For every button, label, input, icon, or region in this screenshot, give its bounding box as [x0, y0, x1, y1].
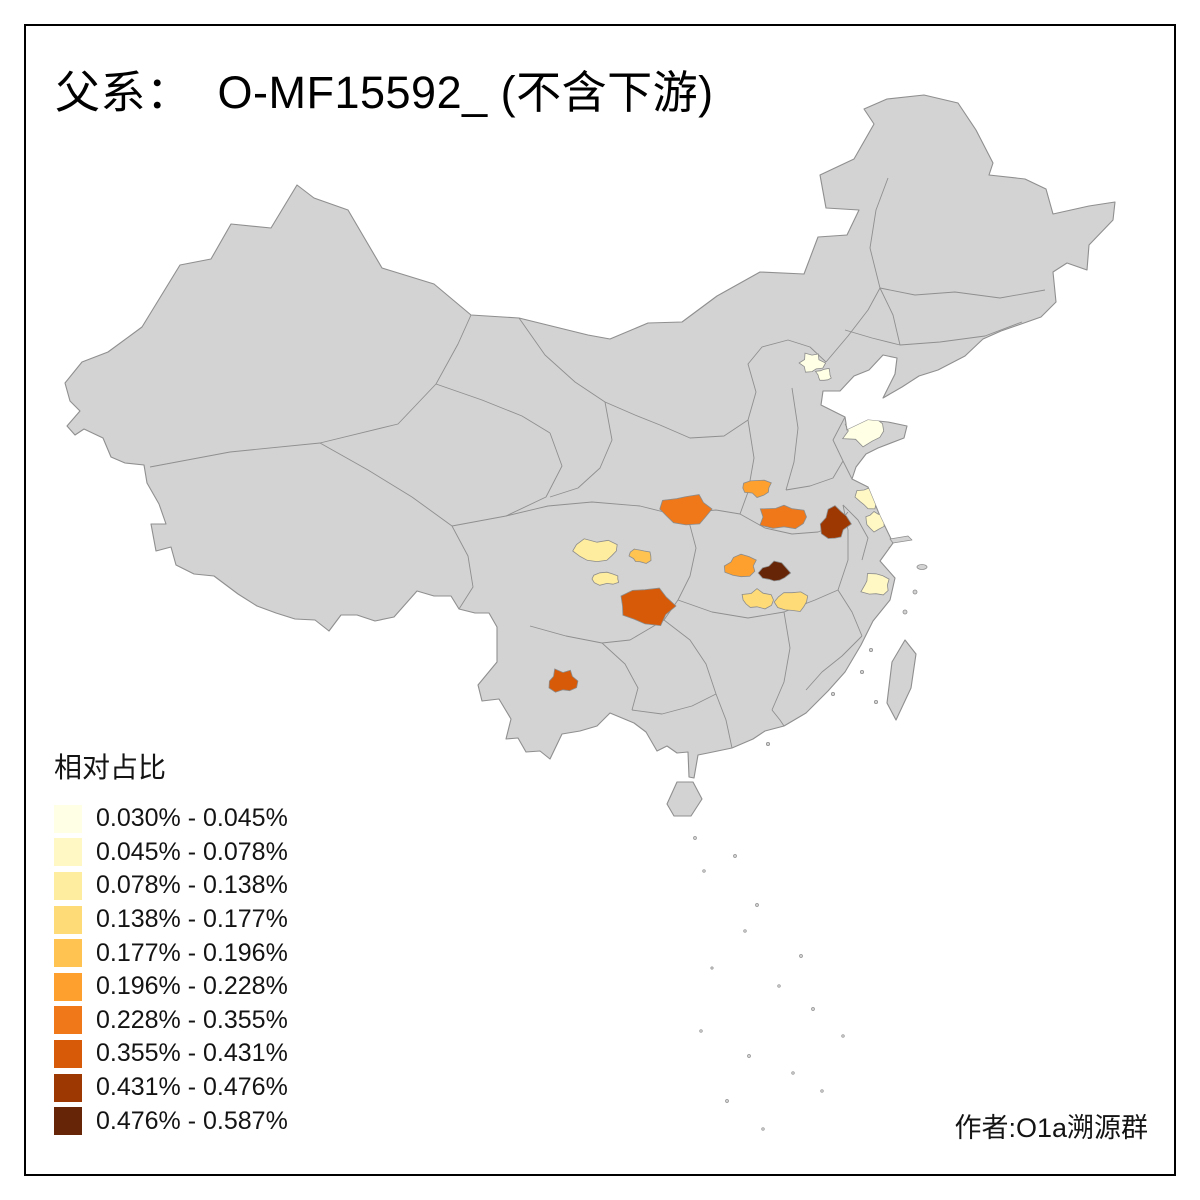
- legend-label: 0.078% - 0.138%: [96, 871, 288, 900]
- province-border: [663, 619, 717, 695]
- highlighted-region: [757, 560, 792, 582]
- province-border: [842, 504, 869, 561]
- highlighted-region: [888, 544, 904, 558]
- highlighted-region: [865, 510, 886, 533]
- highlighted-region: [759, 504, 807, 530]
- highlighted-region: [741, 588, 774, 610]
- legend-swatch: [54, 871, 82, 900]
- legend-swatch: [54, 804, 82, 833]
- highlighted-region: [798, 352, 827, 373]
- legend-swatch: [54, 905, 82, 934]
- legend-swatch: [54, 972, 82, 1001]
- legend-label: 0.476% - 0.587%: [96, 1106, 288, 1135]
- legend-entry: 0.228% - 0.355%: [54, 1004, 288, 1038]
- legend-swatch: [54, 1006, 82, 1035]
- mainland-outline: [64, 94, 1116, 779]
- legend-entry: 0.177% - 0.196%: [54, 936, 288, 970]
- legend-title: 相对占比: [54, 752, 167, 783]
- legend-rows: 0.030% - 0.045% 0.045% - 0.078% 0.078% - 0…: [54, 802, 288, 1138]
- province-border: [518, 317, 661, 426]
- province-border: [659, 339, 827, 439]
- figure-title: 父系： O-MF15592_ (不含下游): [55, 67, 714, 118]
- province-border: [631, 693, 717, 715]
- map-base: [64, 94, 1116, 1131]
- legend-label: 0.228% - 0.355%: [96, 1005, 288, 1034]
- province-border: [601, 642, 639, 711]
- legend-swatch: [54, 1039, 82, 1068]
- legend-label: 0.045% - 0.078%: [96, 837, 288, 866]
- highlighted-region: [572, 538, 618, 563]
- legend: 相对占比 0.030% - 0.045% 0.045% - 0.078% 0.078…: [54, 746, 288, 1138]
- highlighted-region: [548, 668, 579, 693]
- province-border: [869, 177, 889, 289]
- province-border: [832, 416, 853, 480]
- highlighted-regions: [548, 352, 904, 693]
- hainan-island: [666, 781, 703, 817]
- province-border: [771, 611, 791, 711]
- highlighted-region: [814, 367, 832, 381]
- province-border: [549, 401, 613, 498]
- taiwan-island: [886, 639, 917, 721]
- highlighted-region: [773, 591, 809, 612]
- province-border: [771, 709, 785, 727]
- province-border: [715, 693, 733, 749]
- province-borders: [149, 177, 1046, 749]
- province-border: [899, 321, 1023, 346]
- legend-entry: 0.138% - 0.177%: [54, 903, 288, 937]
- province-border: [739, 419, 755, 515]
- province-border: [805, 635, 863, 691]
- province-border: [505, 501, 689, 519]
- legend-entry: 0.431% - 0.476%: [54, 1071, 288, 1105]
- legend-entry: 0.045% - 0.078%: [54, 836, 288, 870]
- highlighted-region: [819, 505, 852, 539]
- south-china-sea-islets: [693, 836, 845, 1131]
- legend-entry: 0.476% - 0.587%: [54, 1104, 288, 1138]
- legend-entry: 0.030% - 0.045%: [54, 802, 288, 836]
- province-border: [435, 383, 551, 434]
- legend-label: 0.431% - 0.476%: [96, 1073, 288, 1102]
- highlighted-region: [620, 587, 677, 627]
- legend-label: 0.138% - 0.177%: [96, 905, 288, 934]
- province-border: [825, 287, 881, 363]
- legend-label: 0.030% - 0.045%: [96, 804, 288, 833]
- highlighted-region: [723, 553, 757, 578]
- legend-swatch: [54, 939, 82, 968]
- legend-entry: 0.196% - 0.228%: [54, 970, 288, 1004]
- legend-label: 0.196% - 0.228%: [96, 972, 288, 1001]
- attribution: 作者:O1a溯源群: [954, 1113, 1148, 1143]
- province-border: [149, 314, 472, 468]
- province-border: [879, 287, 901, 346]
- highlighted-region: [628, 548, 652, 564]
- coastal-islets: [766, 535, 928, 747]
- legend-entry: 0.355% - 0.431%: [54, 1037, 288, 1071]
- legend-label: 0.177% - 0.196%: [96, 938, 288, 967]
- province-border: [451, 525, 474, 610]
- legend-entry: 0.078% - 0.138%: [54, 869, 288, 903]
- province-border: [785, 460, 844, 491]
- highlighted-region: [860, 573, 890, 596]
- province-border: [451, 432, 563, 527]
- highlighted-region: [659, 494, 713, 526]
- province-border: [785, 387, 799, 491]
- legend-swatch: [54, 1073, 82, 1102]
- legend-swatch: [54, 1107, 82, 1136]
- province-border: [879, 287, 1046, 299]
- province-border: [319, 442, 453, 527]
- province-border: [844, 329, 901, 346]
- highlighted-region: [591, 571, 620, 586]
- highlighted-region: [742, 479, 772, 498]
- province-border: [837, 589, 863, 637]
- legend-swatch: [54, 838, 82, 867]
- province-border: [677, 589, 839, 619]
- legend-label: 0.355% - 0.431%: [96, 1039, 288, 1068]
